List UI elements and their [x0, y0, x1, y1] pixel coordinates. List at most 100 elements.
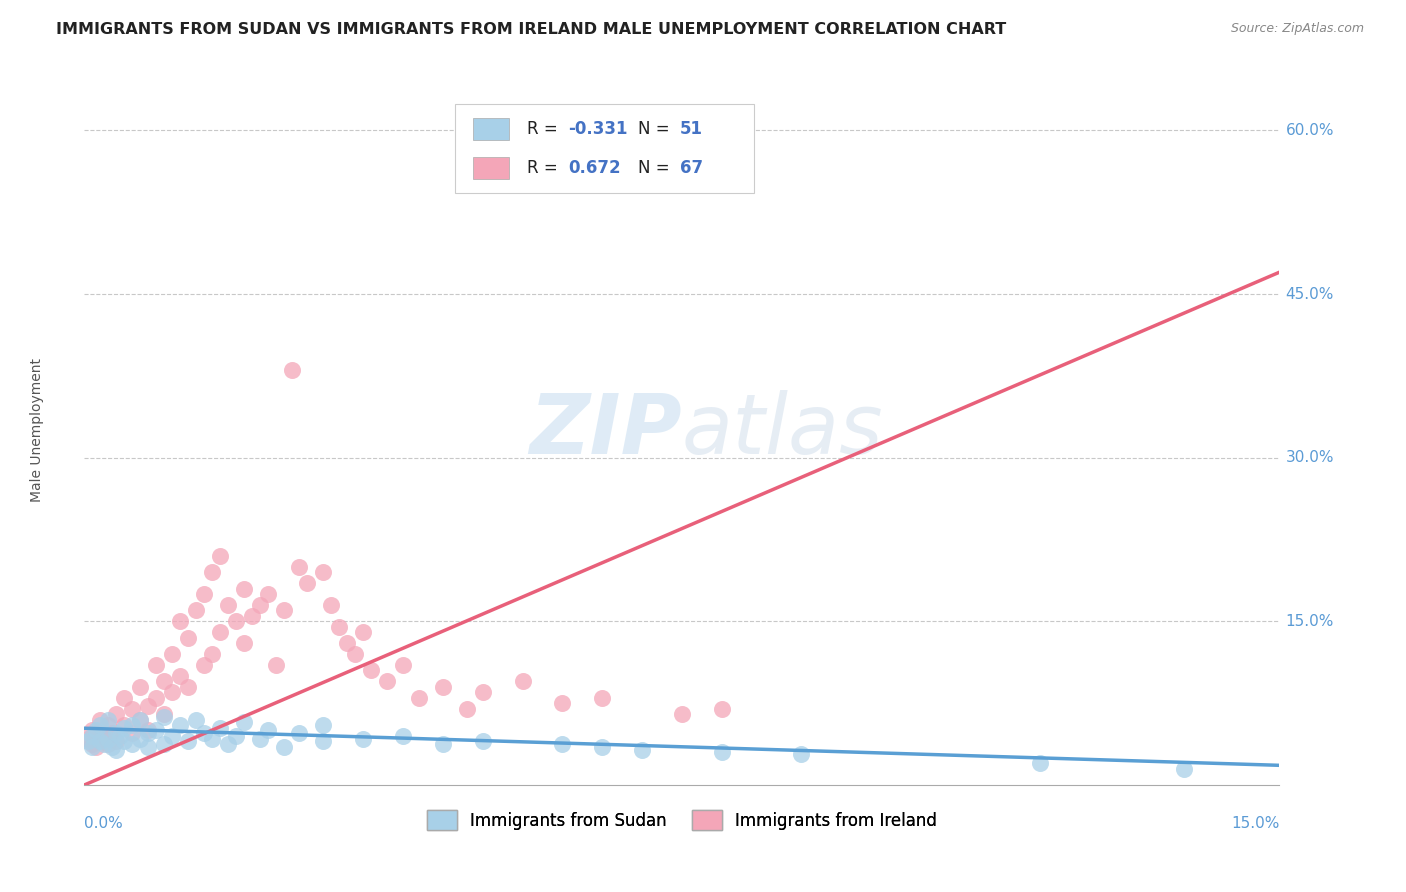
Text: atlas: atlas	[682, 390, 883, 471]
Point	[82, 729, 104, 743]
Point	[297, 576, 319, 591]
Point	[217, 598, 239, 612]
Point	[392, 729, 415, 743]
Point	[177, 734, 200, 748]
Text: 0.0%: 0.0%	[84, 815, 124, 830]
Point	[93, 737, 115, 751]
Point	[136, 699, 159, 714]
FancyBboxPatch shape	[472, 119, 509, 140]
Point	[273, 739, 295, 754]
Point	[328, 620, 350, 634]
Text: 67: 67	[679, 159, 703, 177]
Point	[101, 725, 124, 739]
FancyBboxPatch shape	[472, 157, 509, 178]
Point	[288, 559, 311, 574]
Point	[121, 718, 143, 732]
Point	[82, 739, 104, 754]
Point	[101, 739, 124, 754]
Point	[89, 734, 111, 748]
FancyBboxPatch shape	[456, 104, 754, 193]
Point	[97, 713, 120, 727]
Point	[169, 669, 191, 683]
Point	[86, 723, 108, 738]
Point	[591, 739, 613, 754]
Point	[551, 696, 574, 710]
Point	[153, 737, 176, 751]
Point	[121, 737, 143, 751]
Point	[1173, 762, 1195, 776]
Point	[145, 657, 167, 672]
Point	[160, 647, 183, 661]
Point	[217, 737, 239, 751]
Text: N =: N =	[638, 120, 675, 138]
Point	[471, 685, 494, 699]
Point	[97, 718, 120, 732]
Point	[129, 713, 152, 727]
Text: N =: N =	[638, 159, 675, 177]
Point	[177, 680, 200, 694]
Point	[264, 657, 287, 672]
Point	[392, 657, 415, 672]
Point	[1029, 756, 1052, 771]
Point	[97, 732, 120, 747]
Point	[169, 615, 191, 629]
Text: R =: R =	[527, 120, 562, 138]
Text: 15.0%: 15.0%	[1232, 815, 1279, 830]
Point	[631, 743, 654, 757]
Point	[249, 732, 271, 747]
Point	[336, 636, 359, 650]
Point	[177, 631, 200, 645]
Point	[232, 582, 254, 596]
Point	[201, 732, 224, 747]
Legend: Immigrants from Sudan, Immigrants from Ireland: Immigrants from Sudan, Immigrants from I…	[420, 803, 943, 837]
Point	[121, 701, 143, 715]
Point	[145, 723, 167, 738]
Point	[790, 747, 813, 762]
Point	[201, 647, 224, 661]
Point	[273, 603, 295, 617]
Text: Source: ZipAtlas.com: Source: ZipAtlas.com	[1230, 22, 1364, 36]
Point	[93, 732, 115, 747]
Point	[280, 363, 302, 377]
Point	[112, 718, 135, 732]
Point	[112, 721, 135, 735]
Point	[512, 674, 534, 689]
Point	[408, 690, 430, 705]
Point	[225, 729, 247, 743]
Point	[82, 723, 104, 738]
Point	[240, 608, 263, 623]
Point	[344, 647, 367, 661]
Point	[105, 725, 128, 739]
Point	[360, 664, 382, 678]
Point	[671, 706, 693, 721]
Point	[432, 680, 454, 694]
Point	[184, 603, 207, 617]
Point	[77, 734, 100, 748]
Point	[256, 587, 278, 601]
Text: Male Unemployment: Male Unemployment	[30, 359, 44, 502]
Point	[82, 737, 104, 751]
Point	[86, 739, 108, 754]
Point	[121, 725, 143, 739]
Point	[129, 732, 152, 747]
Text: -0.331: -0.331	[568, 120, 628, 138]
Point	[591, 690, 613, 705]
Point	[312, 734, 335, 748]
Text: IMMIGRANTS FROM SUDAN VS IMMIGRANTS FROM IRELAND MALE UNEMPLOYMENT CORRELATION C: IMMIGRANTS FROM SUDAN VS IMMIGRANTS FROM…	[56, 22, 1007, 37]
Point	[551, 737, 574, 751]
Point	[136, 739, 159, 754]
Point	[710, 745, 733, 759]
Point	[352, 625, 374, 640]
Point	[471, 734, 494, 748]
Point	[208, 549, 231, 563]
Point	[153, 710, 176, 724]
Text: ZIP: ZIP	[529, 390, 682, 471]
Point	[153, 706, 176, 721]
Point	[77, 732, 100, 747]
Point	[352, 732, 374, 747]
Point	[208, 721, 231, 735]
Point	[184, 713, 207, 727]
Point	[112, 690, 135, 705]
Point	[375, 674, 398, 689]
Point	[201, 566, 224, 580]
